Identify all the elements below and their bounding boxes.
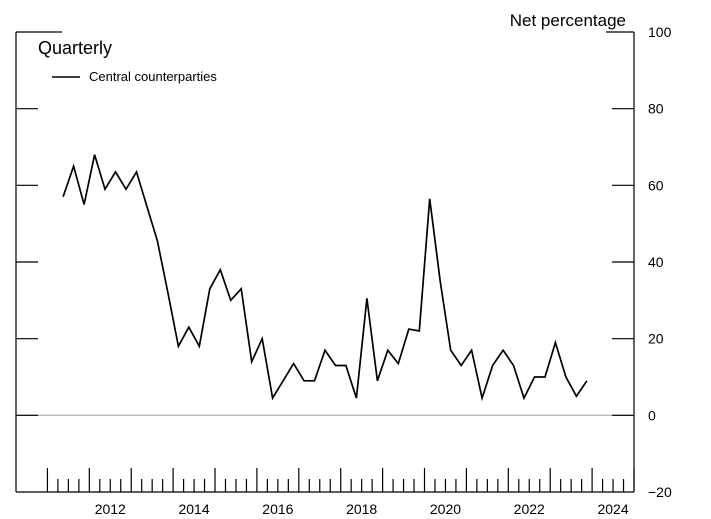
y-unit-label: Net percentage [510,11,626,30]
legend: Central counterparties [52,69,217,84]
x-tick-label: 2016 [262,501,293,517]
y-tick-label: 100 [648,24,672,40]
y-tick-label: 20 [648,331,664,347]
frequency-label: Quarterly [38,38,112,58]
series-line-central-counterparties [62,154,588,402]
y-tick-label: 0 [648,407,656,423]
x-tick-label: 2022 [514,501,545,517]
x-tick-label: 2018 [346,501,377,517]
y-tick-label: 60 [648,177,664,193]
legend-label: Central counterparties [89,69,217,84]
x-tick-label: 2020 [430,501,461,517]
y-tick-label: −20 [648,484,672,500]
y-tick-label: 80 [648,101,664,117]
x-tick-label: 2014 [178,501,209,517]
y-tick-label: 40 [648,254,664,270]
x-tick-label: 2012 [95,501,126,517]
x-tick-label: 2024 [597,501,628,517]
